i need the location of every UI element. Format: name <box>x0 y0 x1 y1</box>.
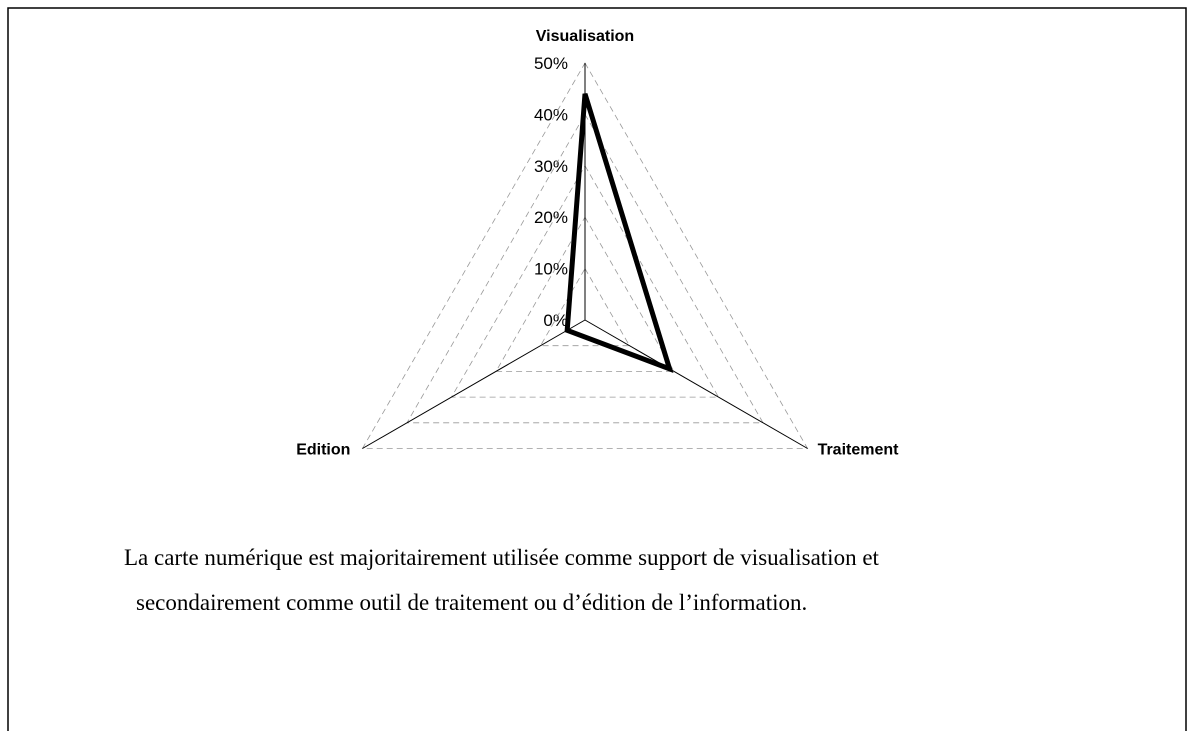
grid-ring <box>406 113 764 424</box>
page-frame <box>7 7 1187 731</box>
axis-line <box>584 319 808 449</box>
grid-ring <box>539 267 631 347</box>
data-polygon <box>564 93 674 373</box>
r-tick-label: 50% <box>534 54 568 73</box>
chart: 0% 10% 20% 30% 40% 50% Visualisation Traitement… <box>296 28 899 459</box>
axis-label: Visualisation <box>536 28 634 45</box>
r-tick-label: 40% <box>534 105 568 124</box>
grid-ring <box>361 62 809 449</box>
axis-label: Edition <box>296 442 350 459</box>
grid-ring <box>495 216 675 372</box>
axis-line <box>362 319 586 449</box>
r-tick-label: 30% <box>534 157 568 176</box>
r-tick-label: 0% <box>543 311 568 330</box>
grid-ring <box>450 165 720 398</box>
r-tick-label: 20% <box>534 208 568 227</box>
caption-line: secondairement comme outil de traitement… <box>136 590 807 615</box>
axis-label: Traitement <box>818 442 900 459</box>
caption-line: La carte numérique est majoritairement u… <box>124 545 880 570</box>
r-tick-label: 10% <box>534 260 568 279</box>
